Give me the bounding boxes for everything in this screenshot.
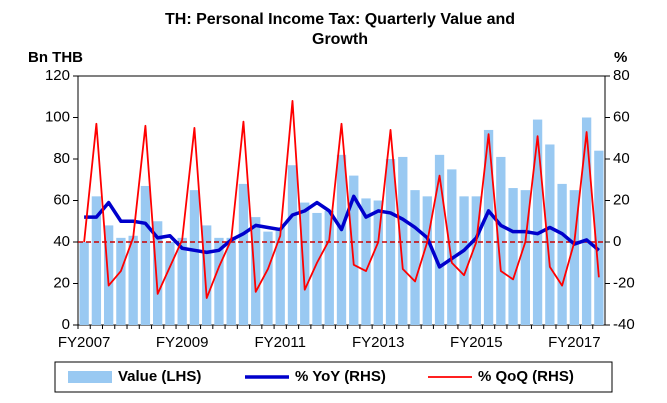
y-tick-label: 20 bbox=[53, 274, 70, 291]
bar bbox=[202, 225, 212, 325]
bar bbox=[324, 210, 334, 325]
bar bbox=[128, 235, 138, 325]
y-tick-label: 120 bbox=[45, 67, 70, 84]
bar bbox=[483, 129, 494, 325]
bar bbox=[557, 183, 567, 325]
bar bbox=[91, 196, 102, 325]
bar bbox=[373, 200, 383, 325]
bar bbox=[471, 196, 481, 325]
bar bbox=[275, 227, 285, 325]
legend-swatch bbox=[68, 371, 112, 383]
y2-tick-label: -40 bbox=[613, 316, 635, 333]
bar bbox=[79, 242, 89, 325]
line bbox=[83, 100, 600, 299]
bar bbox=[496, 156, 506, 325]
legend-label: Value (LHS) bbox=[118, 368, 201, 385]
bar bbox=[177, 237, 187, 325]
line bbox=[84, 194, 601, 269]
y-tick-label: 80 bbox=[53, 150, 70, 167]
bar bbox=[594, 150, 604, 325]
legend-box bbox=[54, 361, 613, 393]
x-tick-label: FY2017 bbox=[548, 334, 601, 351]
bar bbox=[140, 185, 151, 325]
bar bbox=[410, 190, 420, 325]
bar bbox=[300, 202, 310, 325]
y2-axis-label: % bbox=[614, 49, 627, 66]
legend-label: % YoY (RHS) bbox=[295, 368, 386, 385]
y2-tick-label: 0 bbox=[613, 233, 621, 250]
x-tick-label: FY2015 bbox=[450, 334, 503, 351]
y2-tick-label: -20 bbox=[613, 274, 635, 291]
y-axis-label: Bn THB bbox=[28, 49, 83, 66]
bar bbox=[508, 188, 518, 325]
bar bbox=[312, 212, 322, 325]
y2-tick-label: 40 bbox=[613, 150, 630, 167]
bar bbox=[422, 196, 432, 325]
bar bbox=[569, 190, 580, 325]
bar bbox=[251, 217, 261, 325]
x-tick-label: FY2007 bbox=[58, 334, 111, 351]
bar bbox=[520, 190, 530, 325]
bar bbox=[349, 175, 359, 325]
x-tick-label: FY2011 bbox=[255, 334, 306, 351]
x-tick-label: FY2009 bbox=[156, 334, 209, 351]
bar bbox=[238, 183, 249, 325]
bar bbox=[165, 242, 175, 325]
bar bbox=[459, 196, 469, 325]
y-tick-label: 100 bbox=[45, 108, 70, 125]
y2-tick-label: 20 bbox=[613, 191, 630, 208]
bar bbox=[214, 237, 224, 325]
bar bbox=[263, 231, 273, 325]
bar bbox=[447, 169, 457, 325]
bar bbox=[153, 221, 163, 325]
bar bbox=[532, 119, 543, 325]
bar bbox=[398, 156, 408, 325]
chart-title: TH: Personal Income Tax: Quarterly Value… bbox=[164, 11, 516, 48]
legend-label: % QoQ (RHS) bbox=[478, 368, 574, 385]
bar bbox=[287, 165, 298, 325]
x-tick-label: FY2013 bbox=[352, 334, 405, 351]
bar bbox=[336, 154, 347, 325]
bar bbox=[189, 190, 200, 325]
bar bbox=[545, 144, 555, 325]
y-tick-label: 40 bbox=[53, 233, 70, 250]
bar bbox=[361, 198, 371, 325]
bar bbox=[116, 237, 126, 325]
bar bbox=[226, 237, 236, 325]
y2-tick-label: 80 bbox=[613, 67, 630, 84]
bar bbox=[581, 117, 592, 325]
y-tick-label: 60 bbox=[53, 191, 70, 208]
bar bbox=[434, 154, 445, 325]
y2-tick-label: 60 bbox=[613, 108, 630, 125]
y-tick-label: 0 bbox=[62, 316, 70, 333]
